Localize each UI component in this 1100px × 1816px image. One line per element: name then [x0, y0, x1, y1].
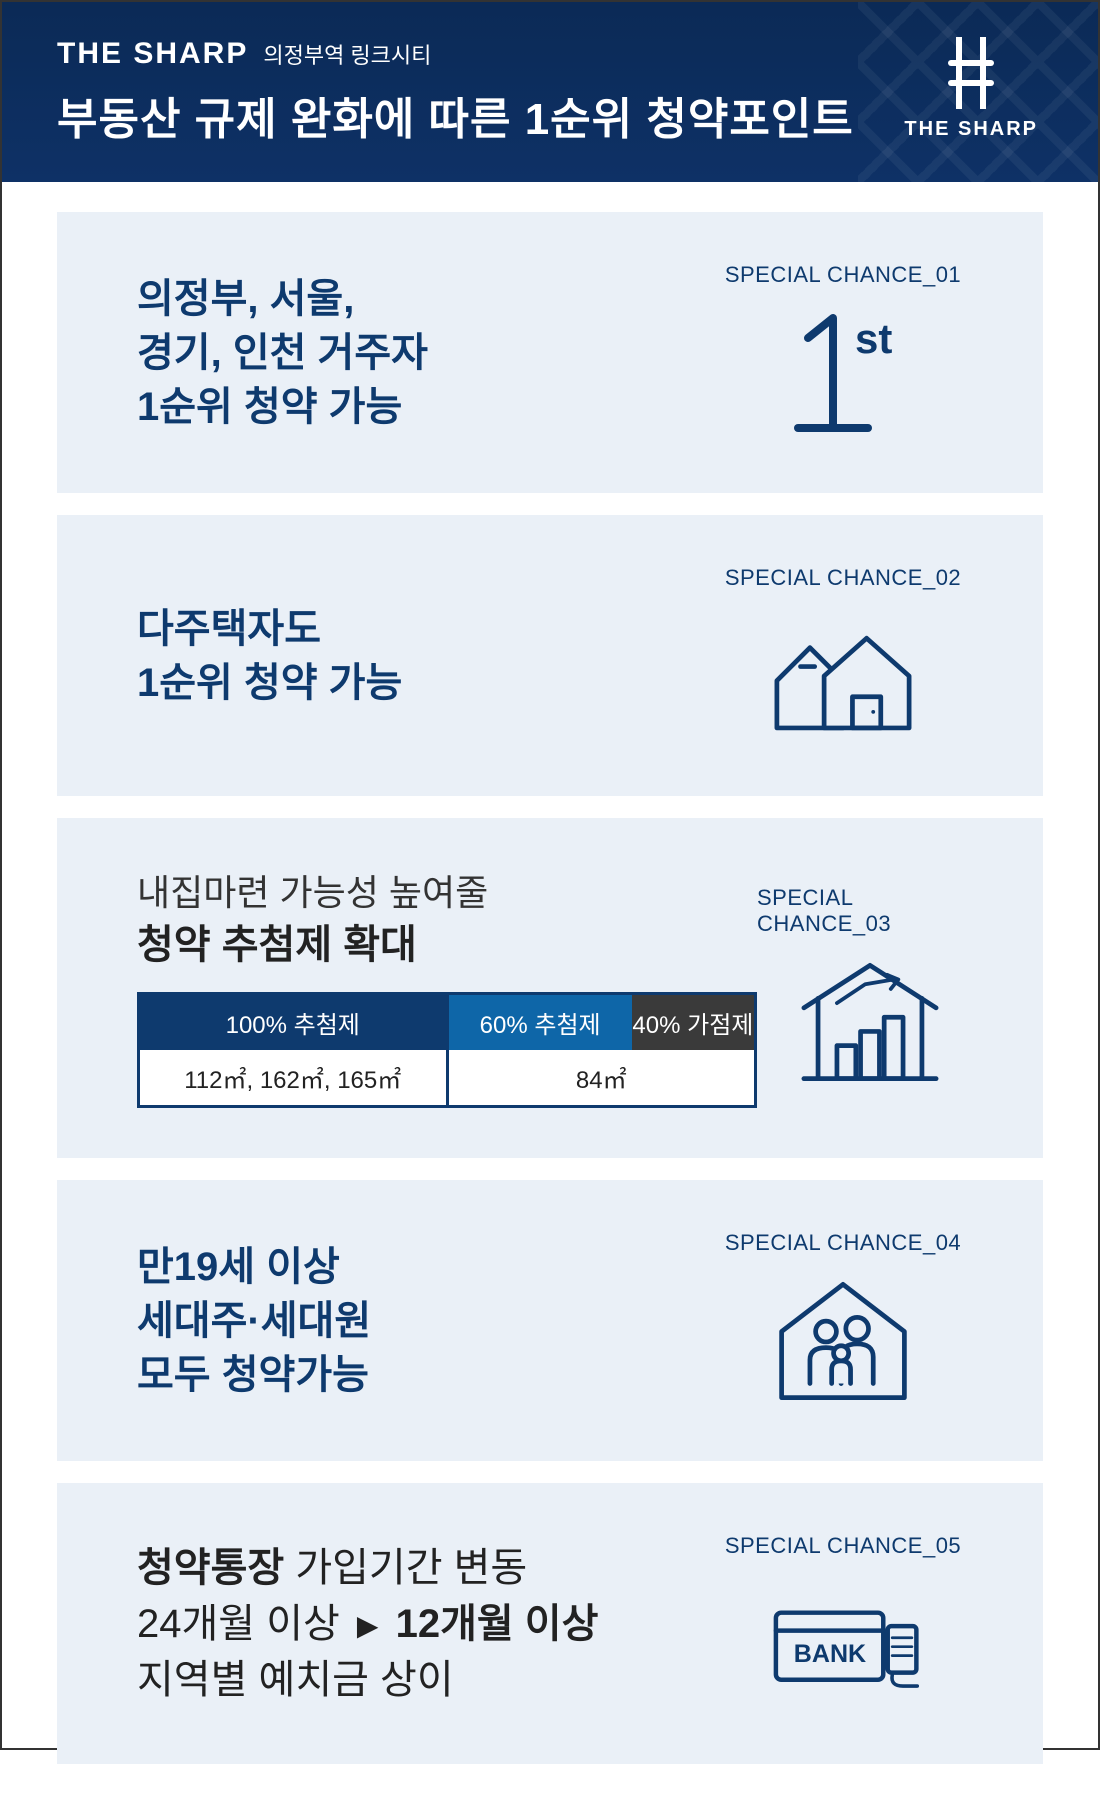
first-icon: st: [758, 303, 928, 443]
card-2-right: SPECIAL CHANCE_02: [703, 565, 983, 746]
card-4-line-1: 만19세 이상: [137, 1240, 703, 1294]
logo: THE SHARP: [904, 37, 1038, 141]
brand-sub: 의정부역 링크시티: [263, 38, 431, 70]
card-3-line-1: 내집마련 가능성 높여줄: [137, 868, 757, 918]
houses-icon: [758, 606, 928, 746]
table-header-40: 40% 가점제: [632, 995, 754, 1050]
chance-label-2: SPECIAL CHANCE_02: [725, 565, 961, 591]
card-2-line-1: 다주택자도: [137, 602, 703, 656]
card-3-right: SPECIAL CHANCE_03: [757, 885, 983, 1092]
brand-row: THE SHARP 의정부역 링크시티: [57, 37, 1043, 71]
card-1-left: 의정부, 서울, 경기, 인천 거주자 1순위 청약 가능: [137, 272, 703, 434]
logo-text: THE SHARP: [904, 118, 1038, 141]
card-2-line-2: 1순위 청약 가능: [137, 656, 703, 710]
card-4-line-3: 모두 청약가능: [137, 1348, 703, 1402]
card-3-left: 내집마련 가능성 높여줄 청약 추첨제 확대 100% 추첨제 112㎡, 16…: [137, 868, 757, 1108]
table-value-2: 84㎡: [449, 1050, 755, 1105]
header: THE SHARP 의정부역 링크시티 부동산 규제 완화에 따른 1순위 청약…: [2, 2, 1098, 182]
card-4: 만19세 이상 세대주·세대원 모두 청약가능 SPECIAL CHANCE_0…: [57, 1180, 1043, 1461]
svg-text:BANK: BANK: [794, 1640, 866, 1668]
brand-name: THE SHARP: [57, 37, 248, 71]
chance-label-5: SPECIAL CHANCE_05: [725, 1533, 961, 1559]
card-3: 내집마련 가능성 높여줄 청약 추첨제 확대 100% 추첨제 112㎡, 16…: [57, 818, 1043, 1158]
card-5-l3: 지역별 예치금 상이: [137, 1652, 703, 1708]
card-5-right: SPECIAL CHANCE_05 BANK: [703, 1533, 983, 1714]
svg-text:st: st: [855, 315, 892, 362]
chance-label-4: SPECIAL CHANCE_04: [725, 1230, 961, 1256]
chance-label-3: SPECIAL CHANCE_03: [757, 885, 983, 937]
card-4-right: SPECIAL CHANCE_04: [703, 1230, 983, 1411]
table-header-60: 60% 추첨제: [449, 995, 632, 1050]
arrow-icon: ▶: [357, 1606, 379, 1645]
card-5-left: 청약통장 가입기간 변동 24개월 이상 ▶ 12개월 이상 지역별 예치금 상…: [137, 1540, 703, 1708]
card-5-l1a: 청약통장: [137, 1546, 284, 1590]
card-1-line-3: 1순위 청약 가능: [137, 380, 703, 434]
table-header-100: 100% 추첨제: [140, 995, 446, 1050]
card-1-right: SPECIAL CHANCE_01 st: [703, 262, 983, 443]
card-1-line-2: 경기, 인천 거주자: [137, 326, 703, 380]
card-4-left: 만19세 이상 세대주·세대원 모두 청약가능: [137, 1240, 703, 1402]
card-5-l1b: 가입기간 변동: [284, 1546, 527, 1590]
card-2-left: 다주택자도 1순위 청약 가능: [137, 602, 703, 710]
chance-label-1: SPECIAL CHANCE_01: [725, 262, 961, 288]
lottery-table: 100% 추첨제 112㎡, 162㎡, 165㎡ 60% 추첨제 40% 가점…: [137, 992, 757, 1108]
family-house-icon: [758, 1271, 928, 1411]
logo-icon: [941, 37, 1001, 109]
card-5: 청약통장 가입기간 변동 24개월 이상 ▶ 12개월 이상 지역별 예치금 상…: [57, 1483, 1043, 1764]
table-value-1: 112㎡, 162㎡, 165㎡: [140, 1050, 446, 1105]
table-col-1: 100% 추첨제 112㎡, 162㎡, 165㎡: [140, 995, 446, 1105]
content: 의정부, 서울, 경기, 인천 거주자 1순위 청약 가능 SPECIAL CH…: [2, 182, 1098, 1816]
header-title: 부동산 규제 완화에 따른 1순위 청약포인트: [57, 83, 1043, 147]
bank-icon: BANK: [758, 1574, 928, 1714]
card-5-l2a: 24개월 이상: [137, 1602, 351, 1646]
card-1: 의정부, 서울, 경기, 인천 거주자 1순위 청약 가능 SPECIAL CH…: [57, 212, 1043, 493]
table-col-2: 60% 추첨제 40% 가점제 84㎡: [446, 995, 755, 1105]
house-chart-icon: [785, 952, 955, 1092]
card-2: 다주택자도 1순위 청약 가능 SPECIAL CHANCE_02: [57, 515, 1043, 796]
card-4-line-2: 세대주·세대원: [137, 1294, 703, 1348]
card-3-line-2: 청약 추첨제 확대: [137, 918, 757, 972]
card-5-l2b: 12개월 이상: [396, 1602, 599, 1646]
card-1-line-1: 의정부, 서울,: [137, 272, 703, 326]
